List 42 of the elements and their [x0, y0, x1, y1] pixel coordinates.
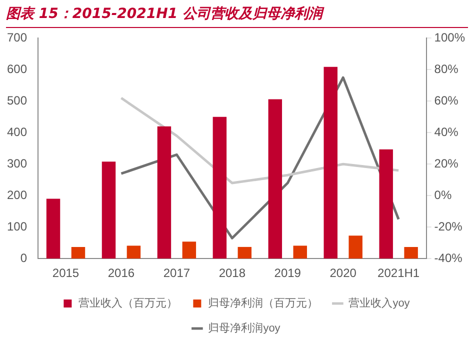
x-tick-label: 2017: [163, 266, 190, 280]
bar: [71, 246, 86, 259]
y-tick-label: 600: [6, 62, 28, 76]
legend-label: 营业收入（百万元）: [78, 296, 178, 310]
y2-tick-label: 60%: [434, 93, 459, 108]
y2-tick-label: -20%: [434, 219, 463, 234]
y2-tick-label: 80%: [434, 62, 459, 76]
bar: [379, 149, 393, 259]
legend-label: 归母净利润yoy: [208, 322, 281, 335]
bar: [404, 246, 418, 259]
bar: [102, 162, 116, 259]
legend-label: 营业收入yoy: [348, 296, 410, 310]
bar: [238, 246, 252, 259]
x-tick-label: 2015: [52, 266, 80, 280]
y-tick-label: 300: [6, 156, 28, 170]
bar: [324, 66, 338, 259]
y2-tick-label: 40%: [434, 124, 459, 139]
x-tick-label: 2021H1: [378, 266, 420, 280]
y-tick-label: 0: [20, 250, 28, 265]
chart-title: 图表 15：2015-2021H1 公司营收及归母净利润: [6, 4, 468, 28]
bar: [182, 242, 196, 259]
y-tick-label: 100: [6, 219, 28, 234]
bar: [157, 126, 172, 259]
bar: [293, 246, 307, 259]
y2-tick-label: 0%: [434, 188, 452, 202]
y2-tick-label: -40%: [434, 250, 463, 265]
bar: [268, 99, 282, 259]
y-tick-label: 700: [6, 30, 28, 45]
x-tick-label: 2020: [330, 266, 357, 280]
y-tick-label: 200: [6, 188, 28, 202]
bar: [126, 246, 141, 259]
y2-tick-label: 100%: [434, 30, 466, 45]
bar: [348, 236, 362, 259]
x-tick-label: 2019: [274, 266, 302, 280]
bar: [212, 116, 227, 259]
bar: [46, 198, 60, 259]
x-tick-label: 2016: [108, 266, 135, 280]
y-tick-label: 400: [6, 124, 28, 139]
y-tick-label: 500: [6, 93, 28, 108]
x-tick-label: 2018: [218, 266, 246, 280]
legend-label: 归母净利润（百万元）: [208, 296, 318, 310]
y2-tick-label: 20%: [434, 156, 459, 170]
